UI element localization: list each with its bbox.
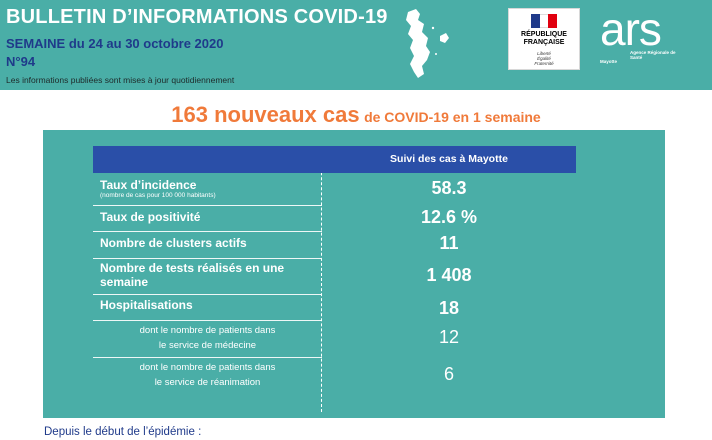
row-label: Taux d’incidence (nombre de cas pour 100… [100,178,216,199]
table-header: Suivi des cas à Mayotte [93,146,576,173]
republique-francaise-logo: RÉPUBLIQUE FRANÇAISE Liberté Égalité Fra… [508,8,580,70]
row-value: 12.6 % [420,207,478,227]
table-row-reanimation: dont le nombre de patients dans le servi… [93,359,576,393]
weekly-cases-headline: 163 nouveaux cas de COVID-19 en 1 semain… [0,102,712,128]
indicators-panel [43,130,665,418]
row-separator [93,357,322,358]
republique-text: RÉPUBLIQUE FRANÇAISE [521,31,567,46]
row-value: 1 408 [426,265,472,285]
ars-logo: ars Agence Régionale de Santé Mayotte [600,3,700,68]
row-separator [93,205,322,206]
row-separator [93,231,322,232]
row-value: 12 [438,327,460,347]
row-label: Hospitalisations [100,298,193,312]
column-header: Suivi des cas à Mayotte [390,153,508,165]
row-label: dont le nombre de patients dans le servi… [139,362,276,388]
mayotte-map-icon [406,9,449,78]
table-row-tests: Nombre de tests réalisés en une semaine … [93,260,576,294]
table-row-clusters: Nombre de clusters actifs 11 [93,233,576,257]
row-label: Nombre de clusters actifs [100,236,247,250]
table-row-incidence: Taux d’incidence (nombre de cas pour 100… [93,176,576,204]
row-label: dont le nombre de patients dans le servi… [139,325,276,351]
table-row-positivity: Taux de positivité 12.6 % [93,207,576,231]
row-separator [93,258,322,259]
french-flag-icon [531,14,558,28]
update-note: Les informations publiées sont mises à j… [6,75,235,85]
ars-region: Mayotte [600,59,618,64]
table-row-medecine: dont le nombre de patients dans le servi… [93,322,576,356]
new-cases-caption: de COVID-19 en 1 semaine [364,109,541,125]
ars-wordmark: ars [600,3,662,55]
republique-motto: Liberté Égalité Fraternité [534,51,554,66]
row-value: 11 [439,233,459,253]
bulletin-header: BULLETIN D’INFORMATIONS COVID-19 SEMAINE… [0,0,712,90]
since-epidemic-start: Depuis le début de l’épidémie : [44,426,202,438]
ars-subtitle: Agence Régionale de Santé [630,50,676,60]
bulletin-number: N°94 [6,54,36,69]
column-divider [321,147,322,412]
row-separator [93,294,322,295]
table-row-hospitalisations: Hospitalisations 18 [93,296,576,320]
row-label: Taux de positivité [100,210,201,224]
row-separator [93,320,322,321]
week-range: SEMAINE du 24 au 30 octobre 2020 [6,36,224,51]
row-label: Nombre de tests réalisés en une semaine [100,261,285,289]
new-cases-count: 163 nouveaux cas [171,102,360,127]
row-value: 58.3 [431,178,467,198]
bulletin-title: BULLETIN D’INFORMATIONS COVID-19 [6,6,388,28]
row-value: 6 [443,364,454,384]
row-value: 18 [438,298,460,318]
